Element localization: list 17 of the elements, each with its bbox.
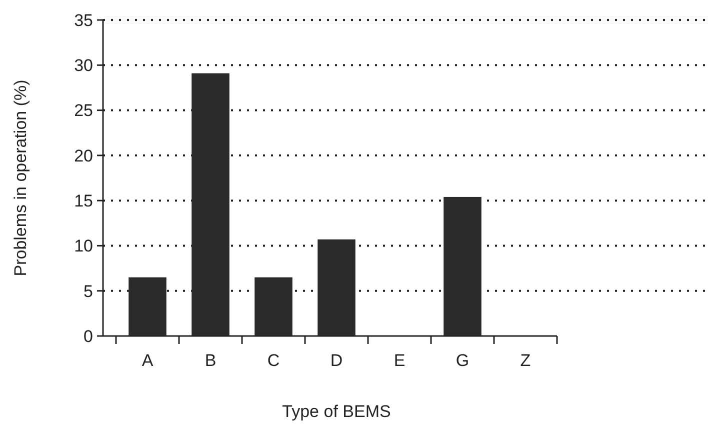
y-tick-label: 0 <box>84 326 93 346</box>
y-tick-label: 30 <box>74 56 93 76</box>
y-tick-label: 35 <box>74 10 93 30</box>
y-tick-label: 25 <box>74 101 93 120</box>
x-tick-label: Z <box>520 351 531 370</box>
y-axis-title: Problems in operation (%) <box>11 80 30 276</box>
x-tick-label: A <box>142 351 154 370</box>
y-tick-label: 5 <box>84 282 93 301</box>
x-tick-label: D <box>330 351 343 370</box>
x-tick-label: E <box>394 351 406 370</box>
y-tick-label: 20 <box>74 146 93 166</box>
y-tick-label: 10 <box>74 236 93 256</box>
x-tick-label: G <box>456 351 470 370</box>
x-axis-title: Type of BEMS <box>282 402 391 421</box>
x-tick-label: B <box>204 351 216 370</box>
y-tick-label: 15 <box>74 192 93 211</box>
x-tick-label: C <box>267 351 280 370</box>
